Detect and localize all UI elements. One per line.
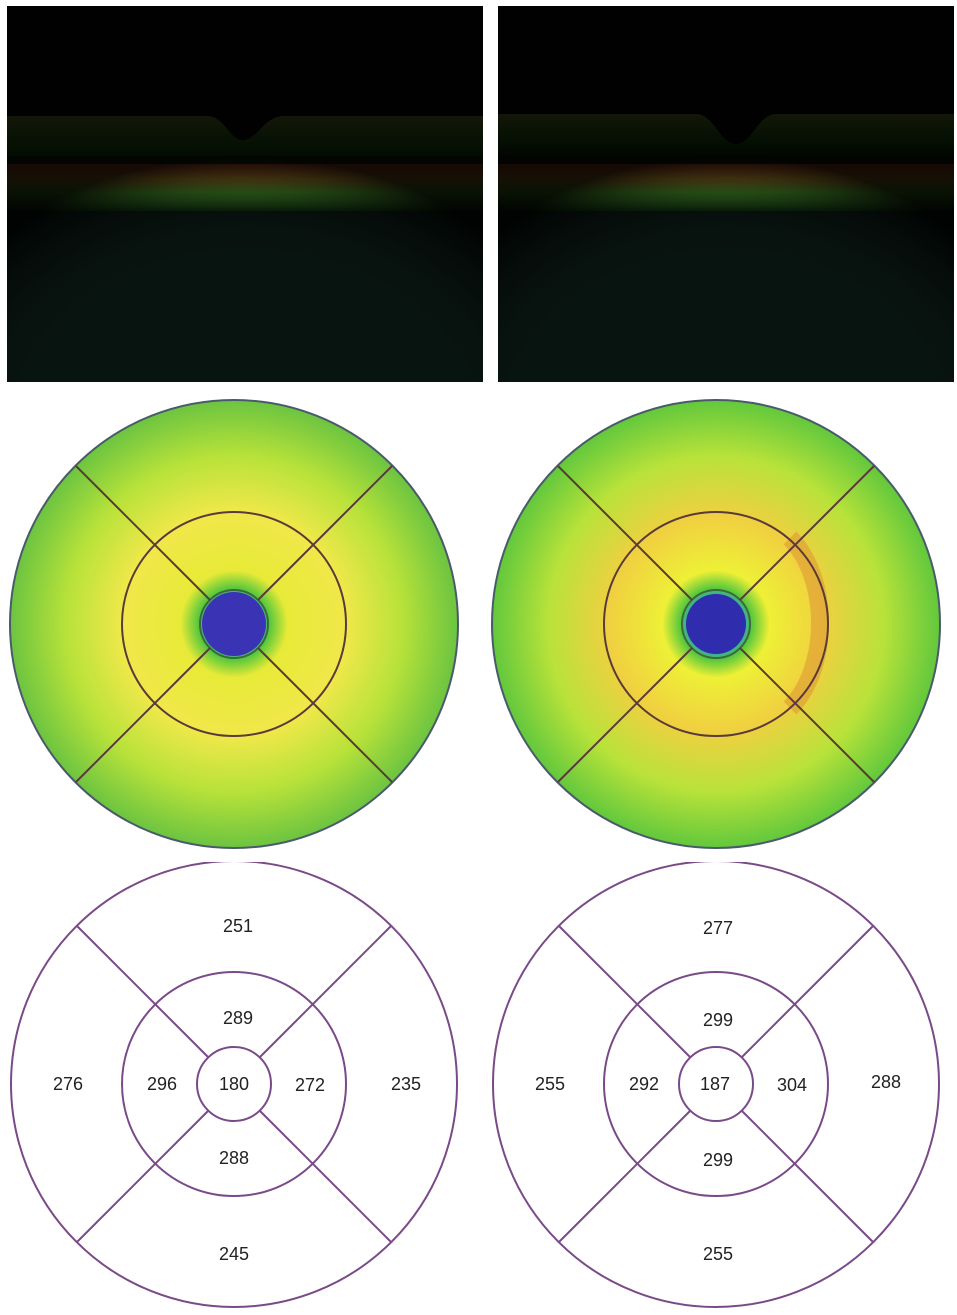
grid-right-outer-nasal: 288 [871,1072,901,1092]
etdrs-grid-left: 251 289 276 296 180 272 235 288 245 [8,860,460,1310]
grid-left-outer-temporal: 276 [53,1074,83,1094]
oct-scan-right [498,6,954,382]
grid-left-inner-superior: 289 [223,1008,253,1028]
grid-left-outer-superior: 251 [223,916,253,936]
thickness-map-left [8,398,460,850]
grid-right-inner-temporal: 292 [629,1074,659,1094]
thickness-map-right [490,398,942,850]
grid-right-inner-superior: 299 [703,1010,733,1030]
grid-right-center: 187 [700,1074,730,1094]
grid-left-outer-nasal: 235 [391,1074,421,1094]
grid-right-inner-nasal: 304 [777,1075,807,1095]
grid-right-outer-inferior: 255 [703,1244,733,1264]
grid-right-inner-inferior: 299 [703,1150,733,1170]
grid-left-center: 180 [219,1074,249,1094]
etdrs-grid-right: 277 299 255 292 187 304 288 299 255 [490,860,942,1310]
grid-left-inner-nasal: 272 [295,1075,325,1095]
grid-left-outer-inferior: 245 [219,1244,249,1264]
oct-scan-left [7,6,483,382]
grid-right-outer-temporal: 255 [535,1074,565,1094]
grid-left-inner-temporal: 296 [147,1074,177,1094]
grid-right-outer-superior: 277 [703,918,733,938]
grid-left-inner-inferior: 288 [219,1148,249,1168]
